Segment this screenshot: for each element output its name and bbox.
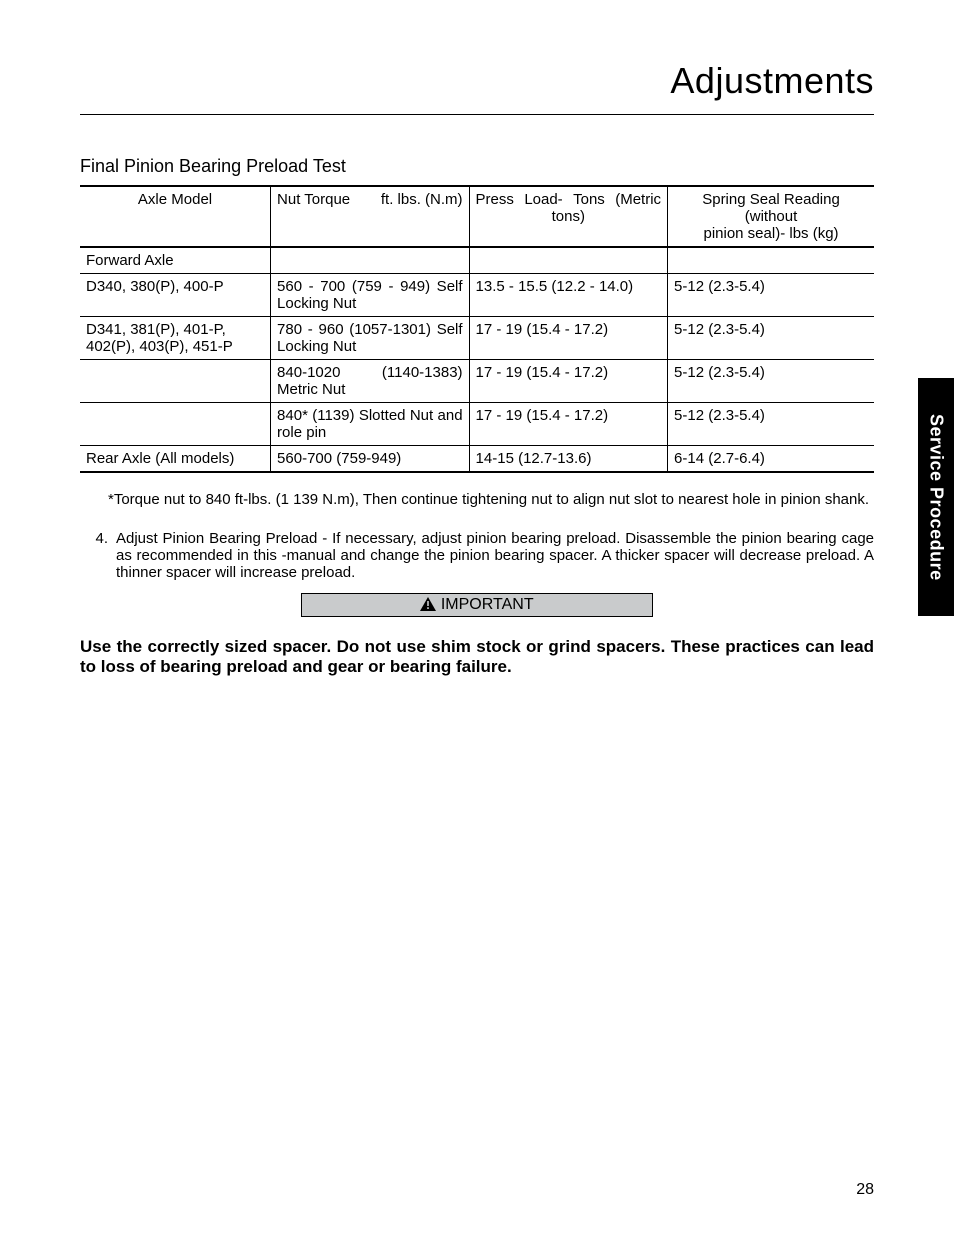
hdr-text: Nut Torque xyxy=(277,191,350,208)
header-rule xyxy=(80,114,874,115)
table-body: Forward Axle D340, 380(P), 400-P 560 - 7… xyxy=(80,247,874,472)
col-header-axle-model: Axle Model xyxy=(80,186,271,247)
hdr-text: pinion seal)- lbs (kg) xyxy=(674,225,868,242)
table-header-row: Axle Model Nut Torque ft. lbs. (N.m) Pre… xyxy=(80,186,874,247)
page: Service Procedure Adjustments Final Pini… xyxy=(0,0,954,1235)
hdr-text: Spring Seal Reading (without xyxy=(674,191,868,225)
step-number: 4. xyxy=(80,530,116,581)
side-tab-label: Service Procedure xyxy=(926,414,947,581)
cell: 5-12 (2.3-5.4) xyxy=(668,317,874,360)
warning-icon xyxy=(420,597,436,611)
cell: 14-15 (12.7-13.6) xyxy=(469,446,668,473)
cell: 17 - 19 (15.4 - 17.2) xyxy=(469,317,668,360)
cell: 780 - 960 (1057-1301) Self Locking Nut xyxy=(271,317,470,360)
important-box: IMPORTANT xyxy=(301,593,653,617)
section-title: Final Pinion Bearing Preload Test xyxy=(80,156,874,177)
cell: 5-12 (2.3-5.4) xyxy=(668,360,874,403)
table-row: 840-1020 (1140-1383) Metric Nut 17 - 19 … xyxy=(80,360,874,403)
table-row: Forward Axle xyxy=(80,247,874,274)
cell: 5-12 (2.3-5.4) xyxy=(668,274,874,317)
important-label: IMPORTANT xyxy=(441,596,534,613)
side-tab: Service Procedure xyxy=(918,378,954,616)
cell xyxy=(668,247,874,274)
cell xyxy=(469,247,668,274)
cell: 840-1020 (1140-1383) Metric Nut xyxy=(271,360,470,403)
cell: 840* (1139) Slotted Nut and role pin xyxy=(271,403,470,446)
hdr-text: (Metric xyxy=(615,191,661,208)
table-footnote: *Torque nut to 840 ft-lbs. (1 139 N.m), … xyxy=(80,491,874,508)
col-header-nut-torque: Nut Torque ft. lbs. (N.m) xyxy=(271,186,470,247)
table-row: D341, 381(P), 401-P, 402(P), 403(P), 451… xyxy=(80,317,874,360)
page-number: 28 xyxy=(856,1181,874,1199)
page-title: Adjustments xyxy=(80,60,874,102)
table-row: Rear Axle (All models) 560-700 (759-949)… xyxy=(80,446,874,473)
cell: 5-12 (2.3-5.4) xyxy=(668,403,874,446)
hdr-text: Load- xyxy=(524,191,562,208)
step-text: Adjust Pinion Bearing Preload - If neces… xyxy=(116,530,874,581)
hdr-text: Tons xyxy=(573,191,605,208)
hdr-text: ft. lbs. (N.m) xyxy=(381,191,463,208)
cell: Rear Axle (All models) xyxy=(80,446,271,473)
cell: 13.5 - 15.5 (12.2 - 14.0) xyxy=(469,274,668,317)
cell: D340, 380(P), 400-P xyxy=(80,274,271,317)
cell: 560 - 700 (759 - 949) Self Locking Nut xyxy=(271,274,470,317)
cell: 17 - 19 (15.4 - 17.2) xyxy=(469,360,668,403)
table-row: D340, 380(P), 400-P 560 - 700 (759 - 949… xyxy=(80,274,874,317)
col-header-spring-seal: Spring Seal Reading (without pinion seal… xyxy=(668,186,874,247)
cell: 560-700 (759-949) xyxy=(271,446,470,473)
hdr-text: Press xyxy=(476,191,514,208)
cell: 6-14 (2.7-6.4) xyxy=(668,446,874,473)
cell: Forward Axle xyxy=(80,247,271,274)
header: Adjustments xyxy=(80,60,874,115)
cell xyxy=(80,360,271,403)
content: Final Pinion Bearing Preload Test Axle M… xyxy=(80,156,874,677)
step-4: 4. Adjust Pinion Bearing Preload - If ne… xyxy=(80,530,874,581)
cell: 17 - 19 (15.4 - 17.2) xyxy=(469,403,668,446)
bold-note: Use the correctly sized spacer. Do not u… xyxy=(80,637,874,677)
col-header-press-load: Press Load- Tons (Metric tons) xyxy=(469,186,668,247)
cell xyxy=(80,403,271,446)
table-head: Axle Model Nut Torque ft. lbs. (N.m) Pre… xyxy=(80,186,874,247)
preload-table: Axle Model Nut Torque ft. lbs. (N.m) Pre… xyxy=(80,185,874,473)
table-row: 840* (1139) Slotted Nut and role pin 17 … xyxy=(80,403,874,446)
cell xyxy=(271,247,470,274)
hdr-text: tons) xyxy=(476,208,662,225)
hdr-text: Axle Model xyxy=(86,191,264,208)
cell: D341, 381(P), 401-P, 402(P), 403(P), 451… xyxy=(80,317,271,360)
